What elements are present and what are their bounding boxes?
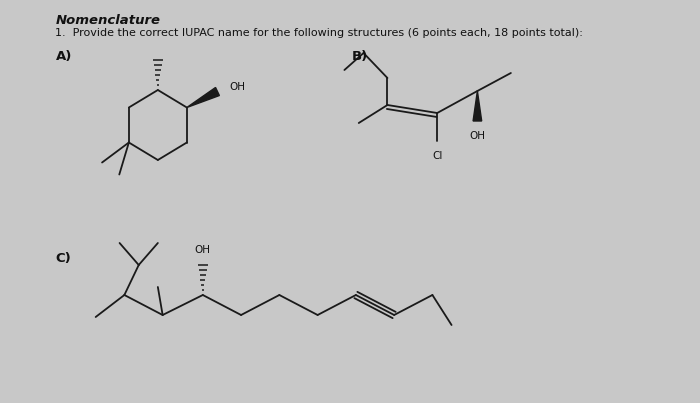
Text: 1.  Provide the correct IUPAC name for the following structures (6 points each, : 1. Provide the correct IUPAC name for th…	[55, 28, 583, 38]
Text: Cl: Cl	[432, 151, 442, 161]
Text: OH: OH	[195, 245, 211, 255]
Text: Nomenclature: Nomenclature	[55, 14, 160, 27]
Text: C): C)	[55, 252, 71, 265]
Polygon shape	[187, 87, 219, 108]
Polygon shape	[473, 91, 482, 121]
Text: A): A)	[55, 50, 72, 63]
Text: B): B)	[352, 50, 368, 63]
Text: OH: OH	[470, 131, 485, 141]
Text: OH: OH	[229, 83, 245, 93]
